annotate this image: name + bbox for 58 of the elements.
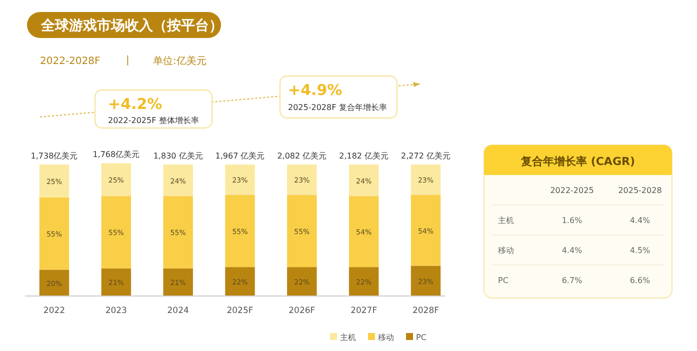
data-label: 4.4% — [562, 246, 583, 255]
text: +4.2% — [108, 95, 162, 113]
bar — [39, 270, 70, 296]
bar — [410, 266, 441, 296]
bar — [101, 163, 132, 196]
text: 2,082 亿美元 — [277, 152, 327, 161]
x-tick-label: 2026F — [288, 306, 316, 316]
bar — [410, 194, 441, 266]
x-tick-label: 2023 — [105, 306, 127, 316]
bar — [287, 267, 317, 296]
chart-subtitle: 2022-2028F — [40, 56, 101, 67]
category-label: PC — [498, 276, 509, 285]
bar — [410, 164, 441, 195]
bar — [348, 164, 379, 196]
bar — [225, 164, 255, 195]
text: 2,272 亿美元 — [401, 152, 450, 161]
text: 1,967 亿美元 — [215, 152, 265, 161]
text: 1,738亿美元 — [30, 152, 78, 161]
bar — [101, 268, 132, 296]
bar — [225, 267, 255, 296]
text: 2025-2028F 复合年增长率 — [288, 103, 387, 112]
series-label: 2022-2025 — [550, 186, 594, 195]
data-label: 4.4% — [630, 216, 651, 225]
x-tick-label: 2028F — [412, 306, 440, 316]
bar — [101, 196, 132, 268]
text: 1,830 亿美元 — [153, 152, 203, 161]
bar — [39, 197, 70, 270]
bar — [163, 268, 193, 296]
text: +4.9% — [288, 81, 342, 99]
bar — [225, 194, 255, 268]
x-tick-label: 2022 — [43, 306, 66, 316]
text: 2022-2025F 整体增长率 — [108, 116, 199, 125]
data-label: 6.7% — [562, 276, 583, 285]
bar — [287, 194, 317, 268]
data-label: 4.5% — [630, 246, 651, 255]
x-tick-label: 2024 — [167, 306, 189, 316]
text: 单位:亿美元 — [153, 55, 206, 67]
chart-title: 全球游戏市场收入（按平台） — [40, 17, 223, 34]
text: 复合年增长率 (CAGR) — [520, 155, 635, 168]
legend-label: 移动 — [378, 333, 394, 342]
data-label: 1.6% — [562, 216, 583, 225]
category-label: 主机 — [498, 216, 514, 225]
legend-label: 主机 — [340, 333, 356, 342]
data-label: 6.6% — [630, 276, 651, 285]
text: | — [126, 55, 130, 66]
text: 2,182 亿美元 — [339, 152, 389, 161]
legend-label: PC — [416, 333, 427, 342]
bar — [163, 164, 193, 196]
bar — [39, 164, 70, 198]
category-label: 移动 — [498, 246, 514, 255]
bar — [348, 267, 379, 296]
text: 1,768亿美元 — [92, 150, 140, 160]
x-tick-label: 2027F — [350, 306, 378, 316]
x-tick-label: 2025F — [226, 306, 254, 316]
bar — [348, 196, 379, 268]
text: 2025-2028 — [618, 186, 662, 195]
bar — [287, 164, 317, 195]
bar — [163, 196, 193, 268]
